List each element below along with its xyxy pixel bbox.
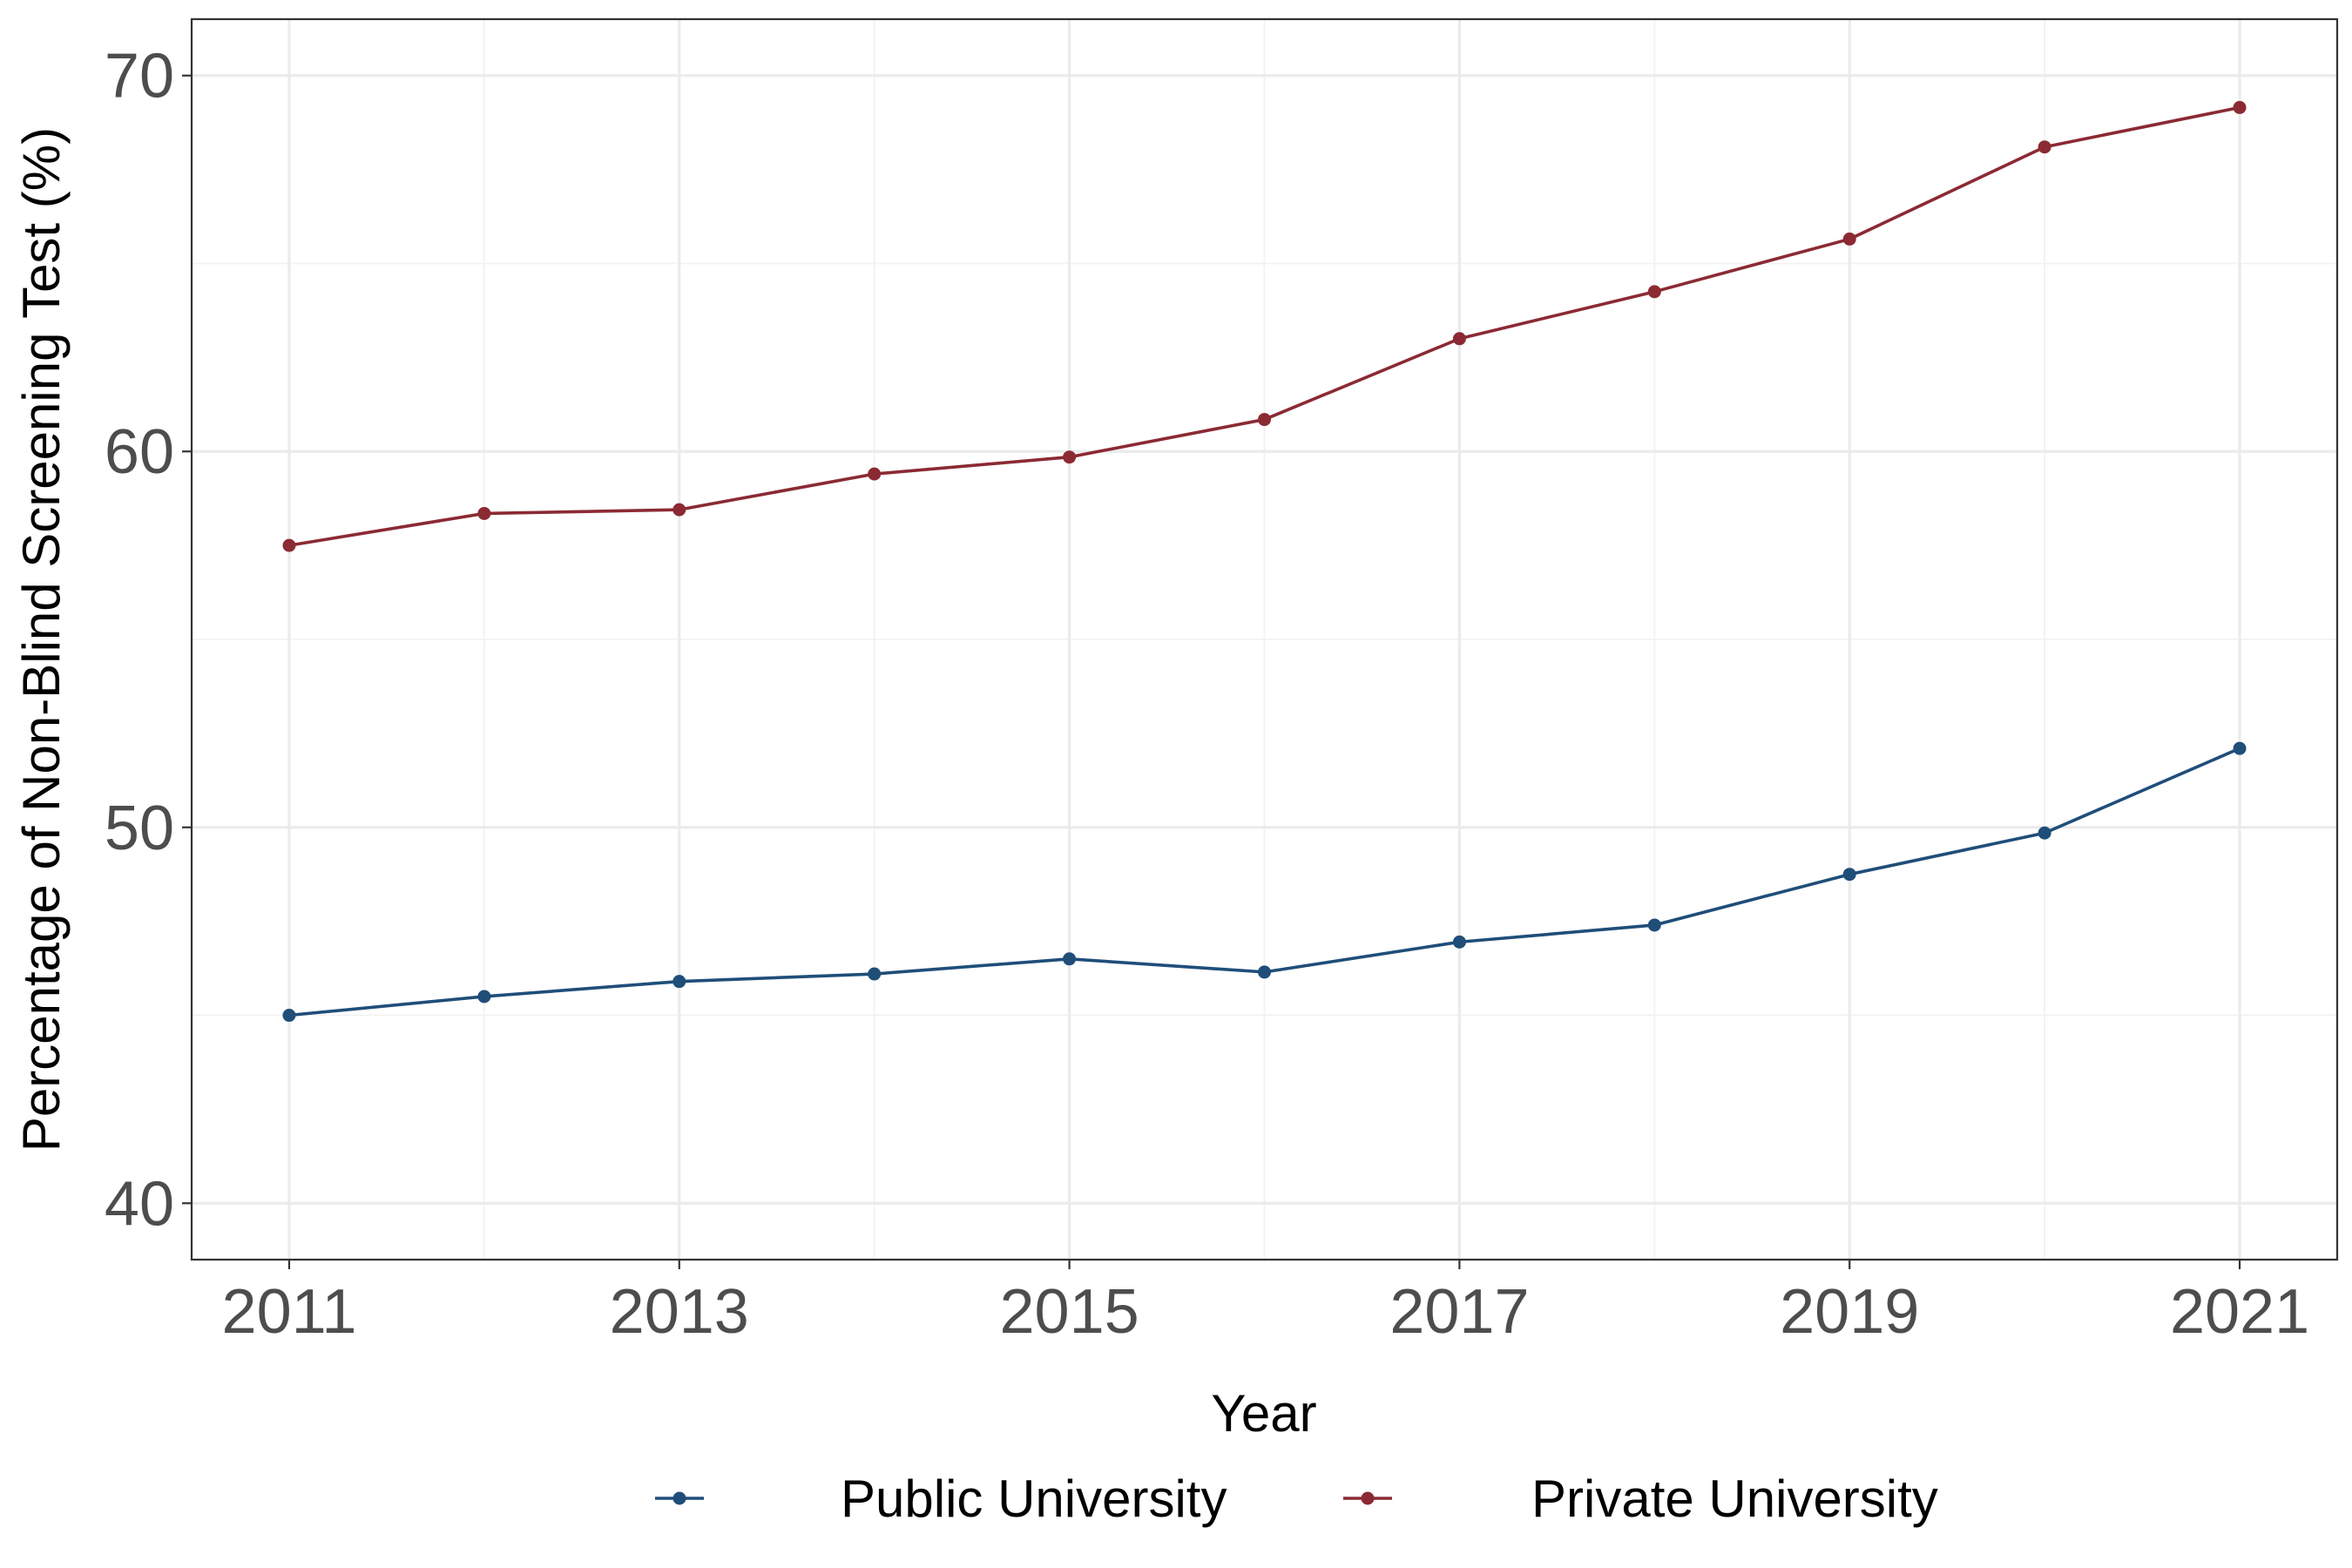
x-tick-label: 2015	[1000, 1277, 1139, 1347]
data-point	[1452, 935, 1466, 949]
x-tick-label: 2017	[1389, 1277, 1529, 1347]
y-tick-label: 40	[105, 1169, 174, 1239]
legend-key-point	[672, 1491, 686, 1505]
data-point	[672, 975, 686, 989]
x-tick-label: 2011	[222, 1277, 357, 1347]
data-point	[868, 967, 882, 981]
legend-item: Public University	[655, 1470, 1227, 1528]
x-tick-label: 2021	[2170, 1277, 2309, 1347]
x-tick-label: 2019	[1780, 1277, 1919, 1347]
data-point	[1647, 285, 1661, 299]
data-point	[282, 1009, 296, 1023]
data-point	[2038, 826, 2051, 840]
series-public-university	[282, 741, 2247, 1023]
data-point	[282, 538, 296, 552]
data-point	[2233, 741, 2247, 755]
x-tick-label: 2013	[610, 1277, 749, 1347]
legend-item: Private University	[1343, 1470, 1938, 1528]
legend-key-point	[1361, 1491, 1375, 1505]
data-point	[1063, 450, 1077, 464]
legend-label: Public University	[841, 1470, 1227, 1528]
data-point	[1647, 918, 1661, 932]
data-point	[1063, 952, 1077, 966]
data-point	[868, 467, 882, 481]
grid-lines	[192, 19, 2337, 1260]
x-axis-title: Year	[1211, 1384, 1316, 1443]
axes: 40 50 60 70 2011 2013 2015 2017 2019 2021	[105, 42, 2309, 1347]
data-point	[1452, 332, 1466, 346]
data-point	[477, 506, 491, 520]
data-point	[672, 503, 686, 517]
plot-panel-border	[190, 17, 2339, 1261]
data-point	[477, 990, 491, 1004]
series-private-university	[282, 100, 2247, 552]
data-series	[282, 100, 2247, 1023]
data-point	[1258, 413, 1271, 427]
legend-label: Private University	[1531, 1470, 1938, 1528]
data-point	[2233, 100, 2247, 114]
y-axis-title: Percentage of Non-Blind Screening Test (…	[12, 127, 71, 1152]
data-point	[2038, 140, 2051, 154]
data-point	[1842, 868, 1856, 882]
legend: Public University Private University	[655, 1470, 1938, 1528]
data-point	[1258, 965, 1271, 979]
y-tick-label: 50	[105, 794, 174, 863]
y-tick-label: 60	[105, 417, 174, 487]
y-tick-label: 70	[105, 42, 174, 112]
data-point	[1842, 232, 1856, 246]
